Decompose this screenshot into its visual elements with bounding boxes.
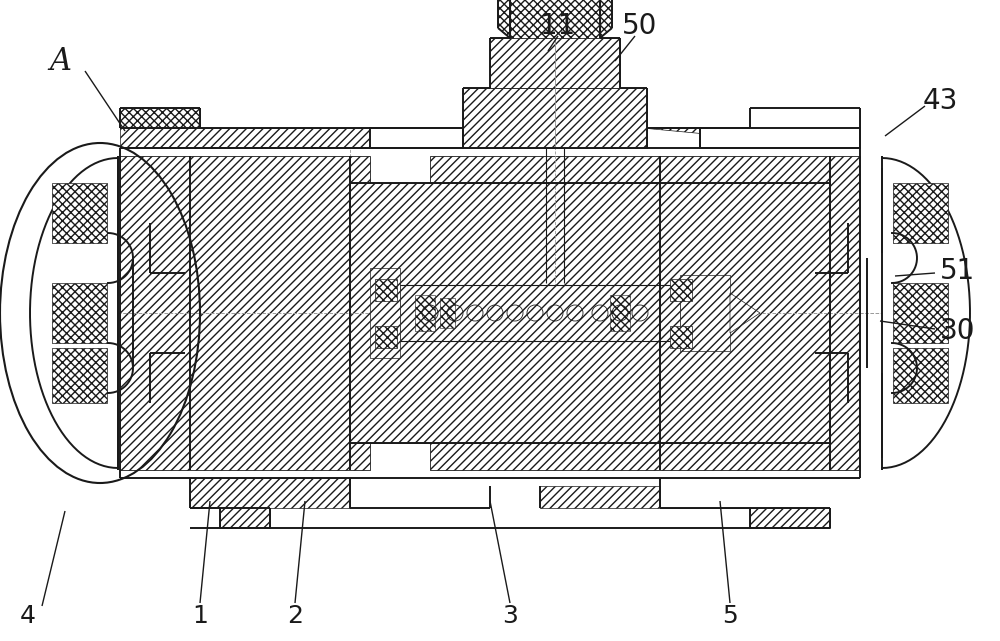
Polygon shape xyxy=(120,128,370,148)
Polygon shape xyxy=(120,108,200,128)
Bar xyxy=(893,348,948,403)
Bar xyxy=(52,348,107,403)
Polygon shape xyxy=(882,156,970,470)
Bar xyxy=(52,283,107,343)
Text: A: A xyxy=(49,46,71,76)
Bar xyxy=(52,183,107,243)
Bar xyxy=(440,298,455,328)
Bar xyxy=(893,283,948,343)
Polygon shape xyxy=(498,0,612,38)
Polygon shape xyxy=(120,128,463,148)
Text: 3: 3 xyxy=(502,604,518,628)
Polygon shape xyxy=(350,183,830,443)
Text: 30: 30 xyxy=(940,317,975,345)
Text: 5: 5 xyxy=(722,604,738,628)
Polygon shape xyxy=(647,128,860,148)
Bar xyxy=(670,279,692,301)
Polygon shape xyxy=(30,156,118,470)
Bar xyxy=(375,279,397,301)
Bar xyxy=(510,0,600,38)
Text: 4: 4 xyxy=(20,604,36,628)
Text: 43: 43 xyxy=(922,87,958,115)
Polygon shape xyxy=(400,285,680,341)
Polygon shape xyxy=(680,275,730,351)
Polygon shape xyxy=(120,156,370,470)
Polygon shape xyxy=(647,128,860,148)
Polygon shape xyxy=(540,486,830,528)
Polygon shape xyxy=(490,38,620,88)
Polygon shape xyxy=(430,156,860,470)
Bar xyxy=(415,295,435,331)
Bar xyxy=(610,295,630,331)
Text: 50: 50 xyxy=(622,12,658,40)
Text: 2: 2 xyxy=(287,604,303,628)
Text: 51: 51 xyxy=(940,257,975,285)
Text: 11: 11 xyxy=(540,12,576,40)
Text: 1: 1 xyxy=(192,604,208,628)
Polygon shape xyxy=(370,268,400,358)
Bar xyxy=(670,326,692,348)
Polygon shape xyxy=(700,108,860,148)
Bar xyxy=(893,183,948,243)
Polygon shape xyxy=(730,293,760,333)
Polygon shape xyxy=(190,478,350,528)
Bar xyxy=(375,326,397,348)
Polygon shape xyxy=(463,88,647,148)
